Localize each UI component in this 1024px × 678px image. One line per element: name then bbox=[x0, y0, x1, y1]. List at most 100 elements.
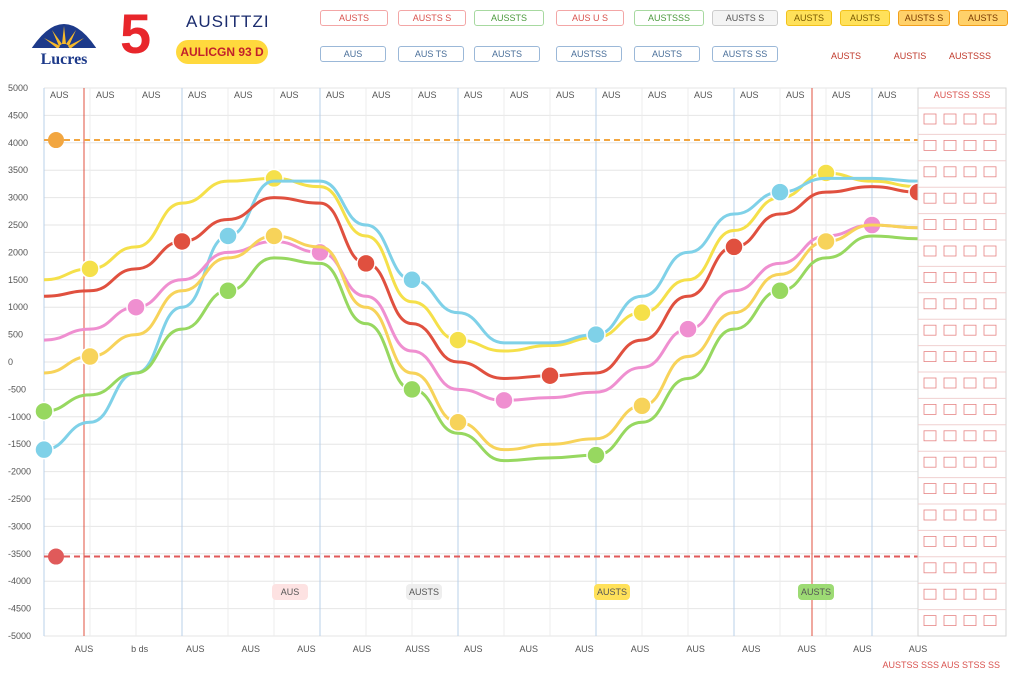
side-table-cell bbox=[983, 588, 997, 600]
side-table-cell bbox=[983, 298, 997, 310]
side-table-cell bbox=[963, 403, 977, 415]
side-table-cell bbox=[983, 456, 997, 468]
side-table-cell bbox=[923, 456, 937, 468]
y-tick-label: -2000 bbox=[8, 467, 31, 477]
x-tick-label: AUS bbox=[142, 90, 161, 100]
side-table-cell bbox=[943, 271, 957, 283]
side-table-cell bbox=[943, 562, 957, 574]
side-table-cell bbox=[923, 615, 937, 626]
x-tick-label: AUS bbox=[510, 90, 529, 100]
toolbar-button[interactable]: AUSTS S bbox=[898, 10, 950, 26]
brand-title: AUSITTZI bbox=[186, 12, 270, 31]
side-table-cell bbox=[983, 324, 997, 336]
data-point bbox=[172, 231, 192, 252]
side-table-cell bbox=[943, 377, 957, 389]
bottom-chip bbox=[406, 584, 442, 600]
y-tick-label: -1500 bbox=[8, 439, 31, 449]
x-bottom-label: AUS bbox=[353, 644, 372, 654]
toolbar-button[interactable]: AUSTS bbox=[958, 10, 1008, 26]
side-table-cell bbox=[943, 509, 957, 521]
side-table-cell bbox=[923, 166, 937, 178]
x-tick-label: AUS bbox=[372, 90, 391, 100]
x-bottom-label: AUS bbox=[798, 644, 817, 654]
data-point bbox=[770, 281, 790, 301]
data-point bbox=[264, 226, 284, 246]
secondary-button[interactable]: AUSTSS bbox=[556, 46, 622, 62]
bottom-chip bbox=[594, 584, 630, 600]
data-point bbox=[724, 237, 744, 257]
data-point bbox=[356, 253, 376, 274]
side-table-cell bbox=[963, 113, 977, 125]
series-line bbox=[43, 223, 919, 452]
data-point bbox=[264, 168, 284, 189]
x-bottom-label: AUS bbox=[242, 644, 261, 654]
y-tick-label: 0 bbox=[8, 357, 13, 367]
data-point bbox=[80, 346, 100, 367]
data-point bbox=[586, 324, 606, 345]
side-table-cell bbox=[943, 298, 957, 310]
x-tick-label: AUS bbox=[648, 90, 667, 100]
x-tick-label: AUS bbox=[280, 90, 299, 100]
secondary-button[interactable]: AUSTS bbox=[634, 46, 700, 62]
x-bottom-label: AUS bbox=[909, 644, 928, 654]
y-tick-label: -3500 bbox=[8, 549, 31, 559]
side-table-cell bbox=[983, 271, 997, 283]
bottom-chip-label: AUSTS bbox=[801, 587, 831, 597]
y-tick-label: 3500 bbox=[8, 165, 28, 175]
data-point bbox=[402, 379, 422, 400]
reference-marker bbox=[48, 548, 64, 565]
data-point bbox=[540, 365, 560, 386]
side-table-cell bbox=[963, 483, 977, 495]
secondary-button[interactable]: AUS TS bbox=[398, 46, 464, 62]
toolbar-button[interactable]: AUSTSSS bbox=[634, 10, 704, 26]
secondary-button[interactable]: AUSTS SS bbox=[712, 46, 778, 62]
side-table-cell bbox=[943, 219, 957, 231]
data-point bbox=[448, 330, 468, 350]
toolbar-button[interactable]: AUSTS S bbox=[712, 10, 778, 26]
side-table-cell bbox=[943, 430, 957, 442]
side-table-cell bbox=[983, 245, 997, 257]
brand-badge[interactable]: AULICGN 93 D bbox=[176, 40, 268, 64]
toolbar-button[interactable]: AUSTS bbox=[840, 10, 890, 26]
x-tick-label: AUS bbox=[786, 90, 805, 100]
toolbar-button[interactable]: AUSTS bbox=[786, 10, 832, 26]
toolbar-button[interactable]: AUSTS S bbox=[398, 10, 466, 26]
data-point bbox=[816, 231, 836, 252]
x-bottom-label: AUS bbox=[520, 644, 539, 654]
toolbar-button[interactable]: AUSTS bbox=[320, 10, 388, 26]
secondary-button[interactable]: AUSTS bbox=[474, 46, 540, 62]
secondary-button[interactable]: AUS bbox=[320, 46, 386, 62]
side-table-cell bbox=[943, 324, 957, 336]
x-bottom-label: AUS bbox=[742, 644, 761, 654]
side-table-cell bbox=[943, 139, 957, 151]
y-tick-label: 1000 bbox=[8, 302, 28, 312]
data-point bbox=[218, 281, 238, 301]
logo-text: Lucres bbox=[41, 51, 88, 68]
toolbar-button[interactable]: AUSSTS bbox=[474, 10, 544, 26]
x-tick-label: AUS bbox=[234, 90, 253, 100]
side-table-cell bbox=[963, 377, 977, 389]
side-table-cell bbox=[983, 509, 997, 521]
series-line bbox=[43, 176, 919, 452]
big-number: 5 bbox=[120, 2, 152, 65]
x-bottom-label: AUS bbox=[75, 644, 94, 654]
data-point bbox=[34, 439, 54, 460]
data-point bbox=[448, 412, 468, 433]
side-table-cell bbox=[983, 139, 997, 151]
side-table-cell bbox=[923, 483, 937, 495]
x-tick-label: AUS bbox=[418, 90, 437, 100]
side-table-cell bbox=[963, 139, 977, 151]
y-tick-label: 1500 bbox=[8, 275, 28, 285]
y-tick-label: 500 bbox=[8, 330, 23, 340]
data-point bbox=[402, 270, 422, 290]
side-table-cell bbox=[983, 166, 997, 178]
side-table-cell bbox=[943, 403, 957, 415]
x-tick-label: AUS bbox=[602, 90, 621, 100]
data-point bbox=[632, 396, 652, 416]
side-table-cell bbox=[923, 245, 937, 257]
side-table-cell bbox=[963, 509, 977, 521]
bottom-chip-label: AUSTS bbox=[597, 587, 627, 597]
side-table-cell bbox=[983, 219, 997, 231]
toolbar-button[interactable]: AUS U S bbox=[556, 10, 624, 26]
